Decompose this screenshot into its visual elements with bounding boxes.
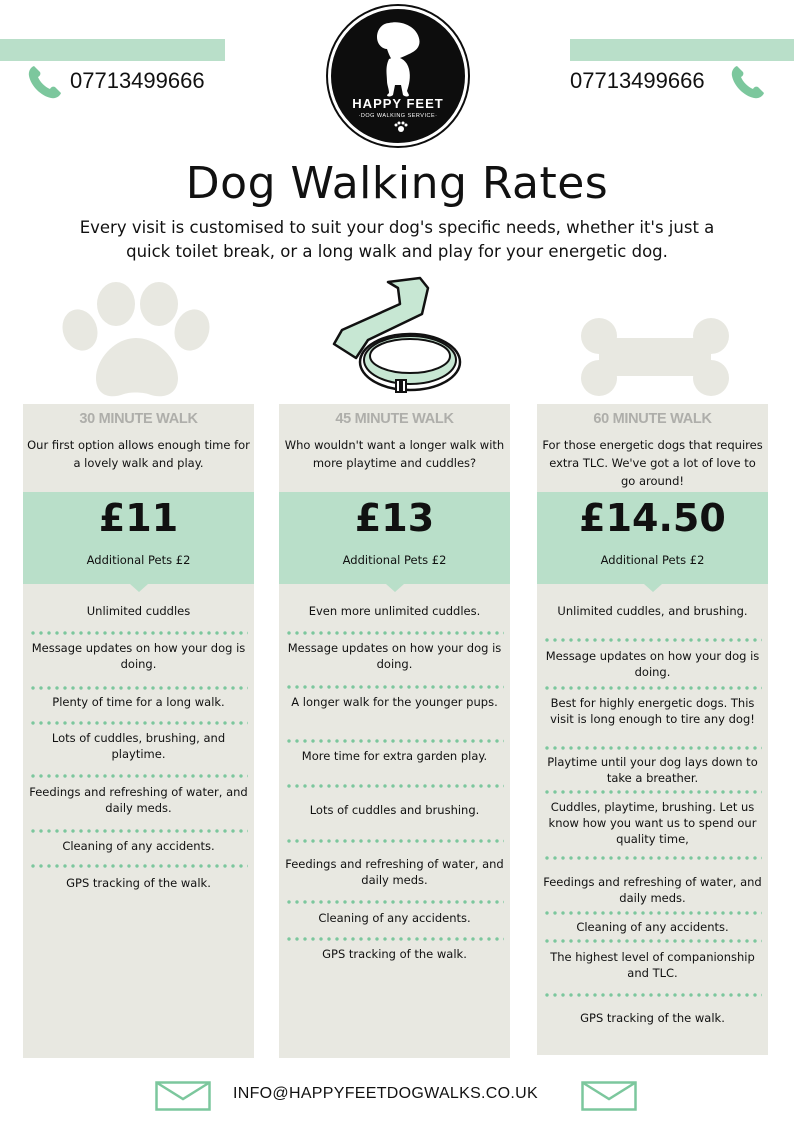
column-description: Our first option allows enough time for … [27,438,250,470]
dotted-divider [285,839,504,843]
additional-pets: Additional Pets £2 [342,553,447,567]
pricing-column-30min: 30 MINUTE WALK Our first option allows e… [23,404,254,1058]
dotted-divider [29,631,248,635]
column-description: Who wouldn't want a longer walk with mor… [284,438,505,470]
dotted-divider [543,746,762,750]
dotted-divider [285,784,504,788]
feature-item: Playtime until your dog lays down to tak… [547,755,758,785]
envelope-icon [155,1081,211,1111]
feature-item: Cleaning of any accidents. [576,920,729,934]
pricing-column-45min: 45 MINUTE WALK Who wouldn't want a longe… [279,404,510,1058]
feature-item: Cleaning of any accidents. [62,839,215,853]
phone-number-right[interactable]: 07713499666 [570,68,705,93]
paw-icon [62,282,210,397]
price-box: £13 Additional Pets £2 [279,492,510,592]
price-box: £11 Additional Pets £2 [23,492,254,592]
feature-item: Lots of cuddles, brushing, and playtime. [51,731,226,761]
feature-item: Plenty of time for a long walk. [52,695,225,709]
price-box: £14.50 Additional Pets £2 [537,492,768,592]
column-title: 45 MINUTE WALK [335,411,454,427]
dotted-divider [285,900,504,904]
happy-feet-logo: HAPPY FEET ·DOG WALKING SERVICE· [328,6,468,146]
price: £11 [98,496,179,540]
feature-item: A longer walk for the younger pups. [291,695,498,709]
dotted-divider [29,721,248,725]
feature-item: Feedings and refreshing of water, and da… [29,785,248,815]
feature-item: Feedings and refreshing of water, and da… [285,857,504,887]
feature-item: Message updates on how your dog is doing… [31,641,246,671]
dotted-divider [543,939,762,943]
additional-pets: Additional Pets £2 [600,553,705,567]
column-title: 60 MINUTE WALK [593,411,712,427]
feature-item: Cuddles, playtime, brushing. Let us know… [548,800,757,846]
phone-number-left[interactable]: 07713499666 [70,68,205,93]
feature-item: The highest level of companionship and T… [550,950,755,980]
page-title: Dog Walking Rates [185,158,609,209]
envelope-icon [581,1081,637,1111]
feature-item: Feedings and refreshing of water, and da… [543,875,762,905]
phone-icon [731,66,764,99]
phone-icon [28,66,61,99]
dotted-divider [543,638,762,642]
dotted-divider [285,631,504,635]
price: £13 [354,496,435,540]
column-description: For those energetic dogs that requires e… [542,438,763,488]
feature-item: GPS tracking of the walk. [580,1011,725,1025]
dotted-divider [543,911,762,915]
price: £14.50 [579,496,726,540]
feature-item: More time for extra garden play. [301,749,488,763]
dog-silhouette-icon [377,22,420,132]
feature-item: Message updates on how your dog is doing… [287,641,502,671]
dotted-divider [29,864,248,868]
feature-item: Lots of cuddles and brushing. [309,803,480,817]
feature-item: GPS tracking of the walk. [66,876,211,890]
feature-item: Even more unlimited cuddles. [308,604,481,618]
column-title: 30 MINUTE WALK [79,411,198,427]
email-link[interactable]: INFO@HAPPYFEETDOGWALKS.CO.UK [233,1085,538,1102]
feature-item: Unlimited cuddles, and brushing. [557,604,748,618]
page-subtitle: Every visit is customised to suit your d… [79,218,715,261]
dotted-divider [285,937,504,941]
dotted-divider [543,790,762,794]
header-bar-right [570,39,794,61]
leash-icon [332,276,462,393]
pricing-column-60min: 60 MINUTE WALK For those energetic dogs … [537,404,768,1055]
additional-pets: Additional Pets £2 [86,553,191,567]
header-bar-left [0,39,225,61]
feature-item: Unlimited cuddles [86,604,191,618]
bone-icon [581,318,729,396]
dotted-divider [285,685,504,689]
dotted-divider [285,739,504,743]
dotted-divider [29,829,248,833]
dotted-divider [543,686,762,690]
logo-title: HAPPY FEET [352,96,444,111]
dotted-divider [29,774,248,778]
dotted-divider [543,993,762,997]
logo-subtitle: ·DOG WALKING SERVICE· [358,113,438,119]
feature-item: Cleaning of any accidents. [318,911,471,925]
feature-item: Best for highly energetic dogs. This vis… [550,696,755,726]
feature-item: GPS tracking of the walk. [322,947,467,961]
dotted-divider [29,686,248,690]
dotted-divider [543,856,762,860]
feature-item: Message updates on how your dog is doing… [545,649,760,679]
